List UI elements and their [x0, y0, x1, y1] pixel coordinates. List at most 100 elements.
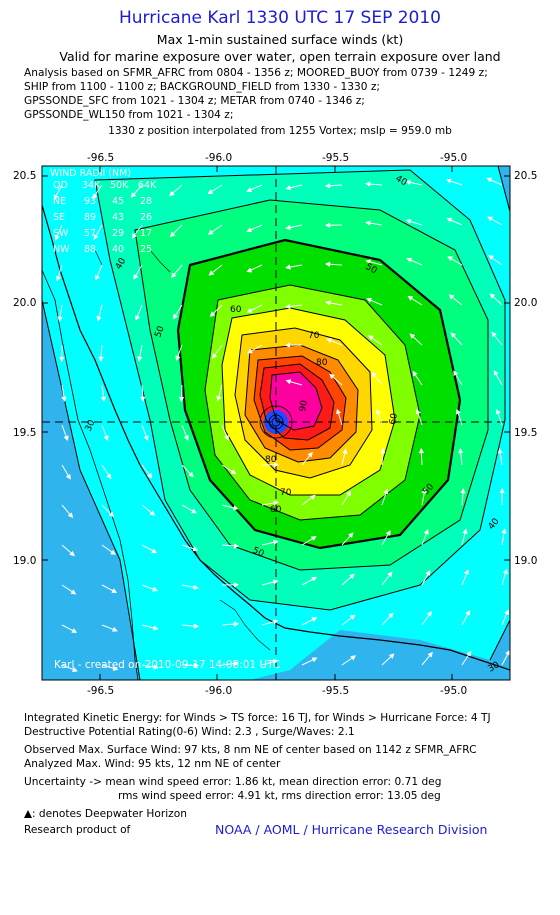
contour-label: 90: [298, 399, 310, 412]
wind-vector-head: [462, 528, 468, 535]
wind-vector-head: [143, 435, 149, 442]
wind-vector-head: [371, 371, 377, 378]
wind-vector-head: [55, 275, 62, 282]
wind-vector-head: [427, 651, 433, 658]
lat-tick-label: 19.0: [13, 555, 36, 567]
ike-line: Integrated Kinetic Energy: for Winds > T…: [24, 712, 491, 724]
map-frame: [41, 165, 511, 681]
wind-vector-head: [365, 220, 371, 226]
wind-vector-head: [137, 356, 143, 362]
wind-radii-cell: NW: [53, 244, 70, 255]
contour-label: 80: [265, 455, 277, 465]
wind-vector-head: [285, 379, 292, 385]
wind-vector-head: [152, 625, 159, 631]
observed-max-line: Observed Max. Surface Wind: 97 kts, 8 nm…: [24, 744, 477, 756]
wind-vector-head: [406, 257, 413, 263]
axis-labels: -96.5 -96.0 -95.5 -95.0 -96.5 -96.0 -95.…: [13, 152, 537, 697]
wind-vector-head: [325, 300, 331, 306]
wind-vector-head: [230, 469, 237, 475]
wind-vector-head: [450, 332, 457, 338]
wind-vector-head: [178, 396, 185, 403]
wind-vector-head: [207, 189, 214, 195]
lat-tick-label: 20.5: [13, 170, 36, 182]
wind-vector-head: [53, 194, 59, 200]
wind-vector-head: [272, 579, 279, 585]
lon-tick-label: -95.5: [322, 152, 349, 164]
wind-vector-head: [233, 621, 240, 627]
wind-vector-head: [375, 408, 381, 415]
hrd-credit-link[interactable]: NOAA / AOML / Hurricane Research Divisio…: [215, 822, 488, 837]
wind-vector-head: [505, 649, 510, 656]
wind-radii-header: 50K: [110, 180, 129, 191]
wind-vector-head: [172, 313, 178, 320]
wind-vector-head: [447, 256, 454, 262]
lat-tick-label: 20.5: [514, 170, 537, 182]
position-note: 1330 z position interpolated from 1255 V…: [108, 125, 452, 137]
wind-vector-head: [466, 650, 472, 657]
lat-tick-label: 20.0: [13, 297, 36, 309]
deepwater-note: : denotes Deepwater Horizon: [24, 808, 187, 820]
wind-vector-head: [98, 356, 104, 362]
wind-vector-head: [216, 395, 222, 402]
contour-label: 50: [251, 546, 266, 560]
wind-vector-head: [54, 234, 60, 241]
wind-vector-head: [350, 655, 357, 661]
wind-radii-cell: 40: [112, 244, 124, 255]
wind-vector-head: [453, 370, 459, 377]
wind-vector-head: [504, 609, 510, 615]
wind-vector-head: [349, 573, 355, 580]
wind-vector-head: [405, 218, 412, 224]
wind-vector-head: [423, 528, 429, 535]
wind-vector-head: [70, 589, 77, 595]
wind-radii-table: WIND RADII (NM) QD 34K 50K 64K NE 93 45 …: [50, 168, 157, 255]
wind-vector-head: [458, 448, 464, 454]
wind-vector-head: [493, 370, 499, 376]
wind-vector-head: [336, 408, 342, 415]
wind-vector-head: [284, 342, 291, 348]
wind-radii-cell: 57: [84, 228, 96, 239]
wind-vector-head: [207, 229, 214, 235]
map-subtitle: Max 1-min sustained surface winds (kt): [156, 32, 404, 47]
wind-vector-head: [342, 448, 348, 455]
wind-vector-head: [246, 307, 253, 313]
wind-vector-head: [272, 659, 279, 665]
wind-vector-head: [183, 435, 189, 441]
wind-vector-head: [311, 576, 318, 582]
wind-vector-head: [140, 396, 146, 403]
coastline: [42, 204, 510, 671]
analysis-line: GPSSONDE_SFC from 1021 - 1304 z; METAR f…: [24, 95, 365, 107]
wind-vector-head: [112, 665, 119, 671]
wind-vector-head: [111, 588, 118, 593]
lat-tick-label: 19.5: [514, 427, 537, 439]
wind-vector-head: [246, 267, 253, 273]
wind-vector-head: [501, 528, 507, 534]
wind-radii-cell: 25: [140, 244, 152, 255]
wind-vector-head: [233, 582, 240, 588]
wind-radii-cell: 17: [140, 228, 152, 239]
wind-vector-head: [152, 586, 159, 592]
lon-tick-label: -96.5: [87, 685, 114, 697]
wind-vector-head: [193, 584, 199, 590]
wind-vector-head: [285, 303, 291, 310]
wind-radii-cell: 89: [84, 212, 96, 223]
wind-radii-cell: 28: [140, 196, 152, 207]
wind-vector-head: [273, 539, 279, 545]
wind-vector-head: [224, 435, 229, 441]
wind-vector-head: [499, 487, 505, 494]
lon-tick-label: -96.0: [205, 152, 232, 164]
wind-vector-head: [285, 264, 291, 270]
wind-vector-head: [147, 472, 153, 479]
contour-label: 60: [230, 305, 242, 315]
wind-vectors: [53, 177, 510, 672]
wind-vector-head: [445, 178, 452, 184]
wind-vector-head: [63, 435, 69, 442]
lon-tick-label: -96.5: [87, 152, 114, 164]
wind-vector-head: [112, 626, 118, 632]
wind-vector-head: [93, 234, 99, 240]
analyzed-max-line: Analyzed Max. Wind: 95 kts, 12 nm NE of …: [24, 758, 281, 770]
wind-vector-head: [59, 356, 65, 363]
analysis-line: SHIP from 1100 - 1100 z; BACKGROUND_FIEL…: [24, 81, 380, 93]
wind-vector-head: [489, 293, 496, 299]
wind-vector-head: [285, 224, 291, 230]
wind-radii-cell: NE: [53, 196, 66, 207]
